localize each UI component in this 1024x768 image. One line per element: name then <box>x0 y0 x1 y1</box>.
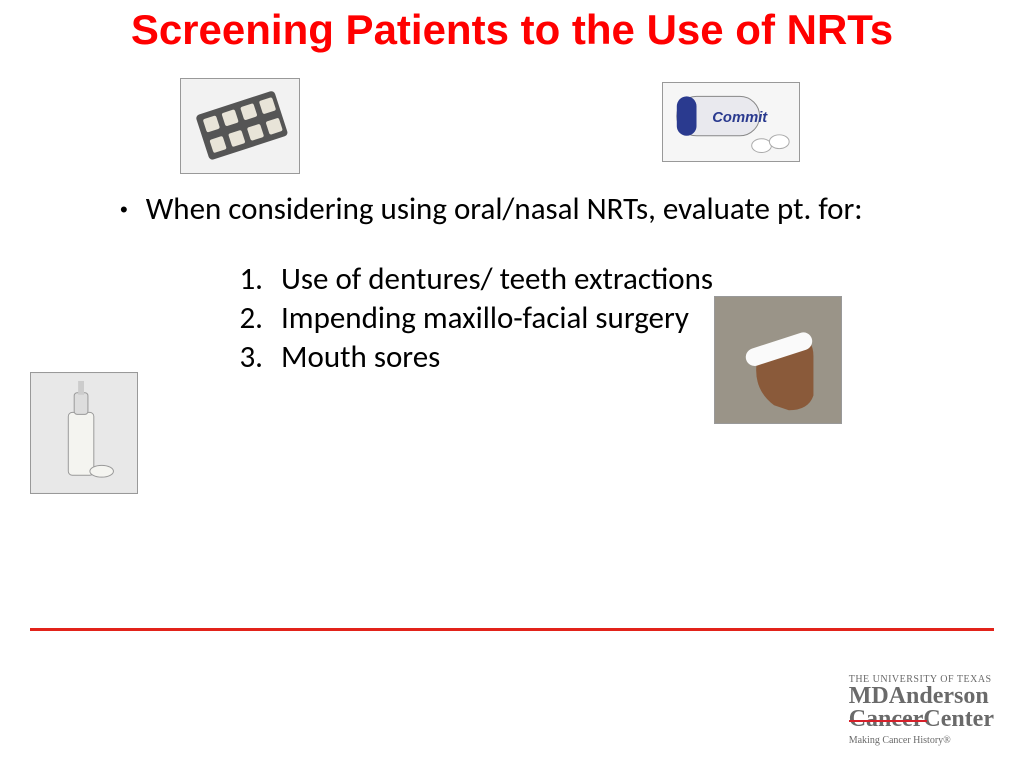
footer-line3b: Center <box>923 706 994 732</box>
slide-title: Screening Patients to the Use of NRTs <box>0 0 1024 54</box>
footer-line4: Making Cancer History® <box>849 735 994 746</box>
nasal-spray-image <box>30 372 138 494</box>
commit-lozenge-image: Commit <box>662 82 800 162</box>
list-number: 2. <box>235 299 263 338</box>
bullet-dot-icon: • <box>120 190 128 230</box>
list-number: 3. <box>235 338 263 377</box>
footer-line3: CancerCenter <box>849 708 994 731</box>
divider-line <box>30 628 994 631</box>
list-text: Mouth sores <box>281 338 440 377</box>
list-text: Impending maxillo-facial surgery <box>281 299 689 338</box>
intro-text: When considering using oral/nasal NRTs, … <box>146 190 863 228</box>
svg-text:Commit: Commit <box>712 110 768 126</box>
footer-line2: MDAnderson <box>849 685 994 708</box>
intro-bullet: • When considering using oral/nasal NRTs… <box>120 190 900 230</box>
nrt-gum-pack-image <box>180 78 300 174</box>
list-text: Use of dentures/ teeth extractions <box>281 260 713 299</box>
numbered-item: 1. Use of dentures/ teeth extractions <box>235 260 900 299</box>
list-number: 1. <box>235 260 263 299</box>
strike-line-icon <box>849 720 927 722</box>
inhaler-hand-image <box>714 296 842 424</box>
footer-logo: THE UNIVERSITY OF TEXAS MDAnderson Cance… <box>849 674 994 746</box>
